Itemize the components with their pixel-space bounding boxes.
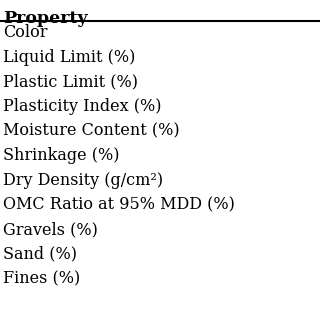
Text: Moisture Content (%): Moisture Content (%) — [3, 123, 180, 140]
Text: Sand (%): Sand (%) — [3, 246, 77, 263]
Text: Property: Property — [3, 10, 88, 27]
Text: OMC Ratio at 95% MDD (%): OMC Ratio at 95% MDD (%) — [3, 196, 235, 213]
Text: Shrinkage (%): Shrinkage (%) — [3, 147, 120, 164]
Text: Liquid Limit (%): Liquid Limit (%) — [3, 49, 136, 66]
Text: Dry Density (g/cm²): Dry Density (g/cm²) — [3, 172, 163, 189]
Text: Color: Color — [3, 24, 48, 41]
Text: Plasticity Index (%): Plasticity Index (%) — [3, 98, 162, 115]
Text: Plastic Limit (%): Plastic Limit (%) — [3, 73, 138, 90]
Text: Fines (%): Fines (%) — [3, 270, 80, 287]
Text: Gravels (%): Gravels (%) — [3, 221, 98, 238]
